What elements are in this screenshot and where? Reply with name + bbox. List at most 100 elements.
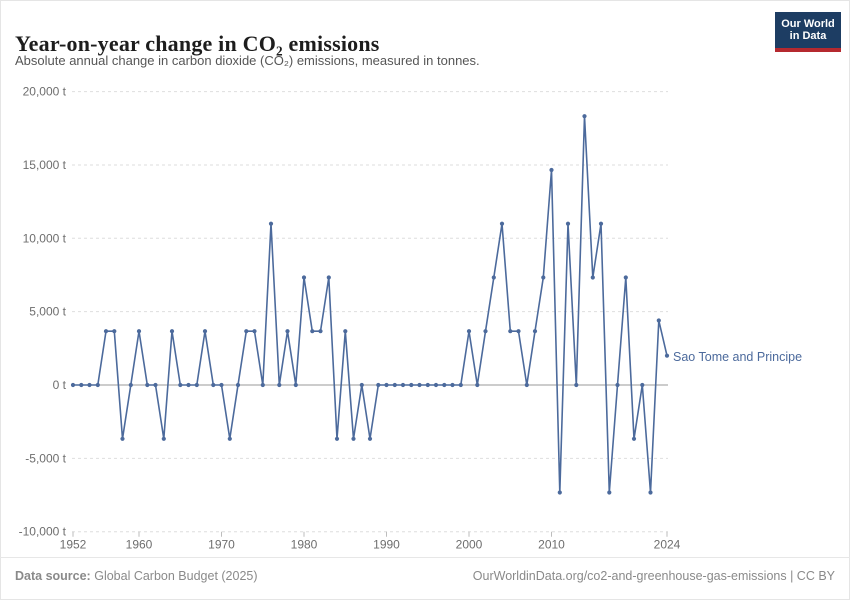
x-tick-label: 2024 (654, 538, 681, 552)
y-tick-label: 10,000 t (23, 231, 67, 245)
data-point (293, 382, 298, 388)
data-point (202, 329, 208, 334)
footer-link[interactable]: OurWorldinData.org/co2-and-greenhouse-ga… (472, 569, 835, 583)
data-point (211, 382, 216, 388)
y-tick-label: -5,000 t (25, 451, 66, 465)
data-point (598, 221, 604, 226)
owid-logo-line2: in Data (789, 30, 827, 42)
datasource-value: Global Carbon Budget (2025) (94, 569, 258, 583)
data-point (318, 329, 323, 334)
y-tick-label: 0 t (53, 378, 67, 392)
data-point (433, 382, 439, 388)
footer-divider (0, 557, 850, 558)
data-point (574, 382, 579, 388)
data-point (103, 329, 109, 334)
data-point (425, 382, 430, 388)
data-point (582, 114, 587, 119)
data-point (640, 382, 645, 388)
data-point (516, 329, 521, 334)
data-point (87, 382, 92, 388)
data-point (178, 382, 183, 388)
footer: Data source: Global Carbon Budget (2025)… (15, 569, 835, 583)
data-point (334, 436, 340, 441)
data-point (186, 382, 191, 388)
x-tick-label: 2010 (538, 538, 565, 552)
data-point (194, 382, 199, 388)
data-point (499, 221, 505, 226)
data-point (557, 490, 562, 495)
y-tick-label: 5,000 t (29, 305, 66, 319)
y-tick-label: -10,000 t (19, 525, 67, 539)
data-point (466, 329, 472, 334)
data-point (541, 275, 546, 280)
data-point (351, 436, 356, 441)
data-point (128, 382, 133, 388)
data-point (285, 329, 290, 334)
data-point (301, 275, 307, 280)
data-point (508, 329, 513, 334)
data-point (310, 329, 315, 334)
data-point (565, 221, 571, 226)
owid-logo-line1: Our World (781, 17, 835, 30)
data-point (400, 382, 406, 388)
data-point (268, 221, 274, 226)
data-point (607, 490, 612, 495)
y-tick-label: 15,000 t (23, 158, 67, 172)
data-point (664, 353, 670, 358)
x-tick-label: 1980 (291, 538, 318, 552)
data-point (656, 318, 661, 323)
data-point (219, 382, 224, 388)
data-point (227, 436, 232, 441)
data-point (524, 382, 529, 388)
data-point (631, 436, 637, 441)
data-point (235, 382, 241, 388)
data-point (244, 329, 249, 334)
x-tick-label: 1990 (373, 538, 400, 552)
data-point (458, 382, 463, 388)
data-point (442, 382, 447, 388)
data-point (549, 167, 554, 173)
page-subtitle: Absolute annual change in carbon dioxide… (15, 53, 480, 68)
data-point (475, 382, 480, 388)
data-point (590, 275, 595, 280)
data-point (112, 329, 117, 334)
data-point (260, 382, 265, 388)
data-point (95, 382, 100, 388)
data-point (450, 382, 455, 388)
x-tick-label: 1970 (208, 538, 235, 552)
data-point (277, 382, 282, 388)
data-point (532, 329, 538, 334)
data-point (161, 436, 166, 441)
data-point (367, 436, 373, 441)
datasource-text: Data source: Global Carbon Budget (2025) (15, 569, 258, 583)
entity-label[interactable]: Sao Tome and Principe (673, 350, 803, 364)
data-point (615, 382, 620, 388)
data-point (136, 329, 142, 334)
data-point (648, 490, 653, 495)
data-point (409, 382, 414, 388)
data-line[interactable] (72, 115, 668, 494)
page-title: Year-on-year change in CO₂ emissions (15, 30, 380, 56)
data-point (145, 382, 150, 388)
data-point (169, 329, 175, 334)
data-point (483, 329, 488, 334)
data-point (120, 436, 125, 441)
data-point (153, 382, 158, 388)
data-point (417, 382, 422, 388)
data-point (79, 382, 84, 388)
owid-logo[interactable]: Our World in Data (775, 12, 841, 52)
data-point (623, 275, 628, 280)
data-point (376, 382, 381, 388)
data-point (70, 382, 76, 388)
data-point (384, 382, 389, 388)
data-point (392, 382, 397, 388)
data-point (343, 329, 348, 334)
x-tick-label: 1952 (60, 538, 87, 552)
data-point (252, 329, 257, 334)
data-point (359, 382, 364, 388)
datasource-label: Data source: (15, 569, 91, 583)
x-tick-label: 1960 (126, 538, 153, 552)
data-point (326, 275, 331, 280)
x-tick-label: 2000 (456, 538, 483, 552)
